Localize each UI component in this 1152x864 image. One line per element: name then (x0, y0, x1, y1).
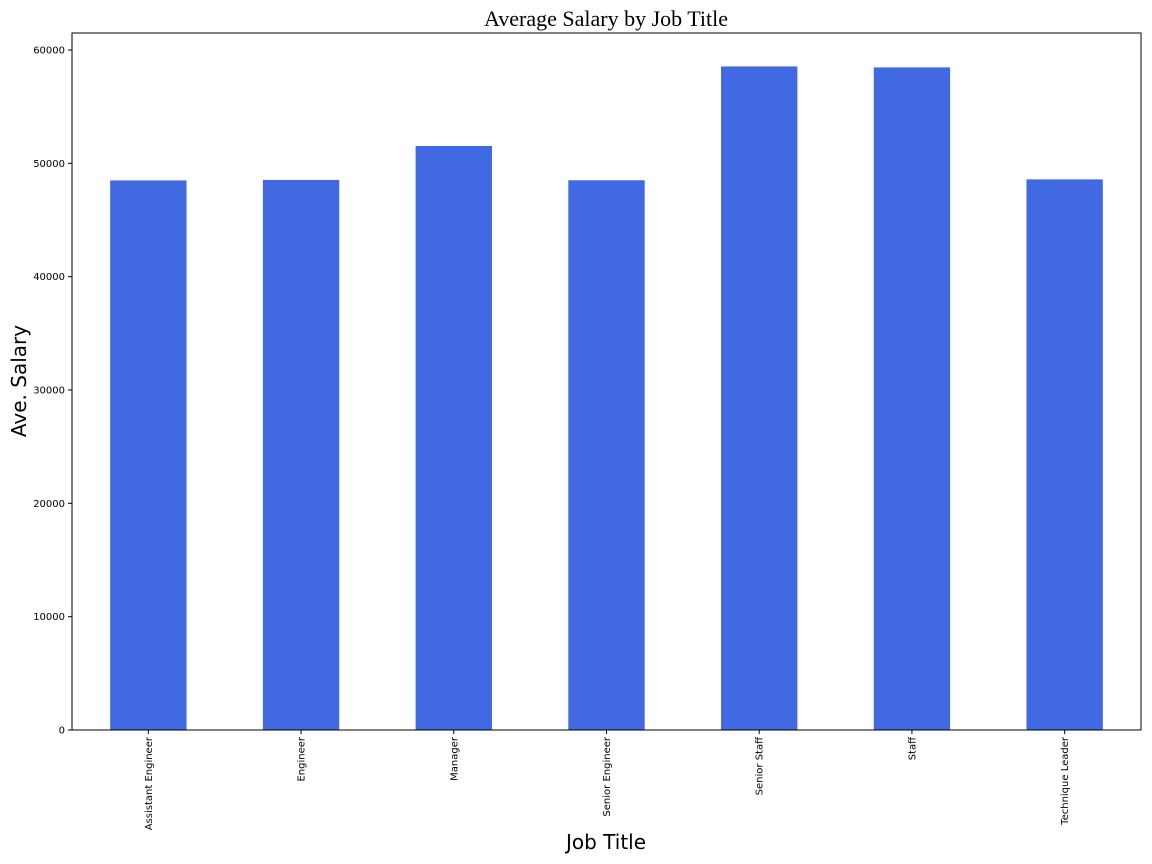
bar-senior-staff (721, 66, 798, 730)
bar-manager (415, 145, 492, 730)
x-axis-label: Job Title (564, 830, 646, 854)
bars-group (110, 66, 1103, 731)
plot-frame (71, 32, 1142, 731)
x-tick-label: Manager (449, 736, 460, 781)
y-tick-label: 40000 (33, 272, 65, 283)
y-tick-label: 50000 (33, 159, 65, 170)
bar-technique-leader (1026, 179, 1103, 730)
y-axis-ticks: 0 10000 20000 30000 40000 50000 60000 (33, 46, 72, 737)
x-tick-label: Assistant Engineer (144, 736, 155, 830)
x-tick-label: Staff (907, 736, 918, 760)
bar-staff (873, 67, 951, 730)
bar-senior-engineer (568, 180, 645, 730)
y-tick-label: 60000 (33, 46, 65, 57)
chart-title: Average Salary by Job Title (484, 6, 728, 31)
y-tick-label: 30000 (33, 386, 65, 397)
y-tick-label: 20000 (33, 499, 65, 510)
x-tick-label: Technique Leader (1060, 736, 1071, 826)
y-tick-label: 0 (59, 726, 65, 737)
y-axis-label: Ave. Salary (7, 325, 31, 437)
x-tick-label: Senior Staff (755, 736, 766, 795)
bar-assistant-engineer (110, 180, 187, 730)
x-axis-ticks: Assistant Engineer Engineer Manager Senior … (144, 730, 1071, 830)
y-tick-label: 10000 (33, 612, 65, 623)
bar-engineer (262, 179, 340, 731)
x-tick-label: Engineer (297, 736, 308, 781)
x-tick-label: Senior Engineer (602, 736, 613, 816)
